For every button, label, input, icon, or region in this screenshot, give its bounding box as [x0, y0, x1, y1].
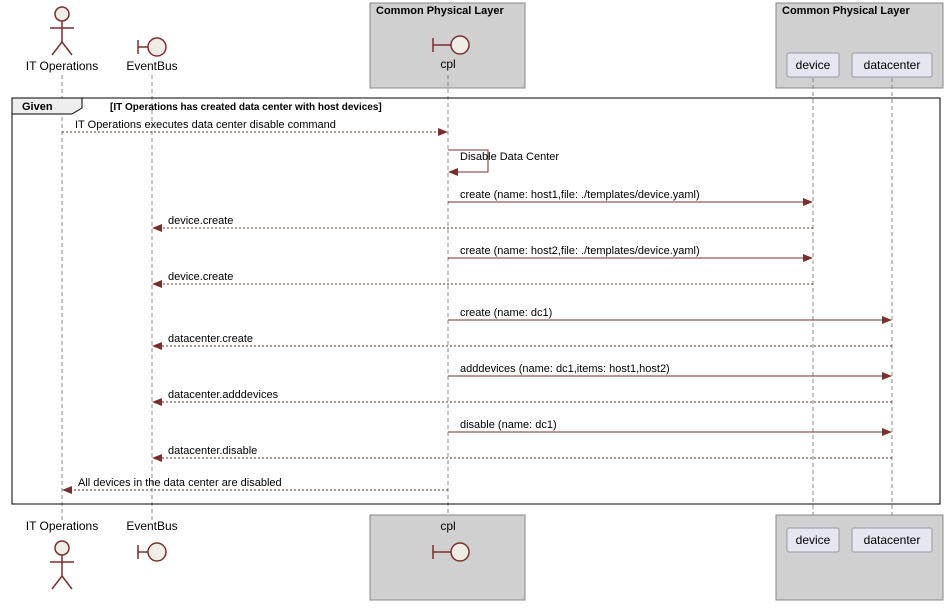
- msg-4-arrow: [152, 224, 162, 232]
- msg-8-text: datacenter.create: [168, 333, 253, 345]
- msg-3-arrow: [803, 198, 813, 206]
- cpl-group-title-top: Common Physical Layer: [376, 5, 504, 17]
- msg-3-text: create (name: host1,file: ./templates/de…: [460, 189, 700, 201]
- msg-7-text: create (name: dc1): [460, 307, 552, 319]
- msg-6-text: device.create: [168, 271, 233, 283]
- itops-label-top: IT Operations: [26, 59, 98, 73]
- itops-label-bottom: IT Operations: [26, 519, 98, 533]
- eventbus-label-top: EventBus: [126, 59, 177, 73]
- cpl-label-bottom: cpl: [440, 519, 455, 533]
- msg-12-arrow: [152, 454, 162, 462]
- msg-11-arrow: [882, 428, 892, 436]
- msg-10-text: datacenter.adddevices: [168, 389, 279, 401]
- eventbus-boundary-top: [138, 38, 166, 56]
- msg-2-text: Disable Data Center: [460, 151, 559, 163]
- eventbus-boundary-bottom: [138, 543, 166, 561]
- msg-10-arrow: [152, 398, 162, 406]
- msg-2-arrow: [448, 168, 458, 176]
- msg-4-text: device.create: [168, 215, 233, 227]
- msg-1-arrow: [438, 128, 448, 136]
- msg-9-text: adddevices (name: dc1,items: host1,host2…: [460, 363, 670, 375]
- device-label-top: device: [796, 58, 831, 72]
- sequence-diagram: Common Physical Layer Common Physical La…: [0, 0, 947, 608]
- msg-5-arrow: [803, 254, 813, 262]
- datacenter-label-top: datacenter: [864, 58, 921, 72]
- msg-13-arrow: [62, 486, 72, 494]
- msg-11-text: disable (name: dc1): [460, 419, 557, 431]
- eventbus-label-bottom: EventBus: [126, 519, 177, 533]
- device-label-bottom: device: [796, 533, 831, 547]
- msg-1-text: IT Operations executes data center disab…: [75, 119, 336, 131]
- itops-actor-bottom: [50, 541, 74, 589]
- msg-6-arrow: [152, 280, 162, 288]
- itops-actor-top: [50, 7, 74, 55]
- datacenter-label-bottom: datacenter: [864, 533, 921, 547]
- given-tab-label: Given: [22, 101, 53, 113]
- msg-5-text: create (name: host2,file: ./templates/de…: [460, 245, 700, 257]
- msg-7-arrow: [882, 316, 892, 324]
- msg-8-arrow: [152, 342, 162, 350]
- given-condition: [IT Operations has created data center w…: [110, 102, 382, 113]
- msg-13-text: All devices in the data center are disab…: [78, 477, 282, 489]
- msg-9-arrow: [882, 372, 892, 380]
- cpl-label-top: cpl: [440, 57, 455, 71]
- right-group-title-top: Common Physical Layer: [782, 5, 910, 17]
- msg-12-text: datacenter.disable: [168, 445, 257, 457]
